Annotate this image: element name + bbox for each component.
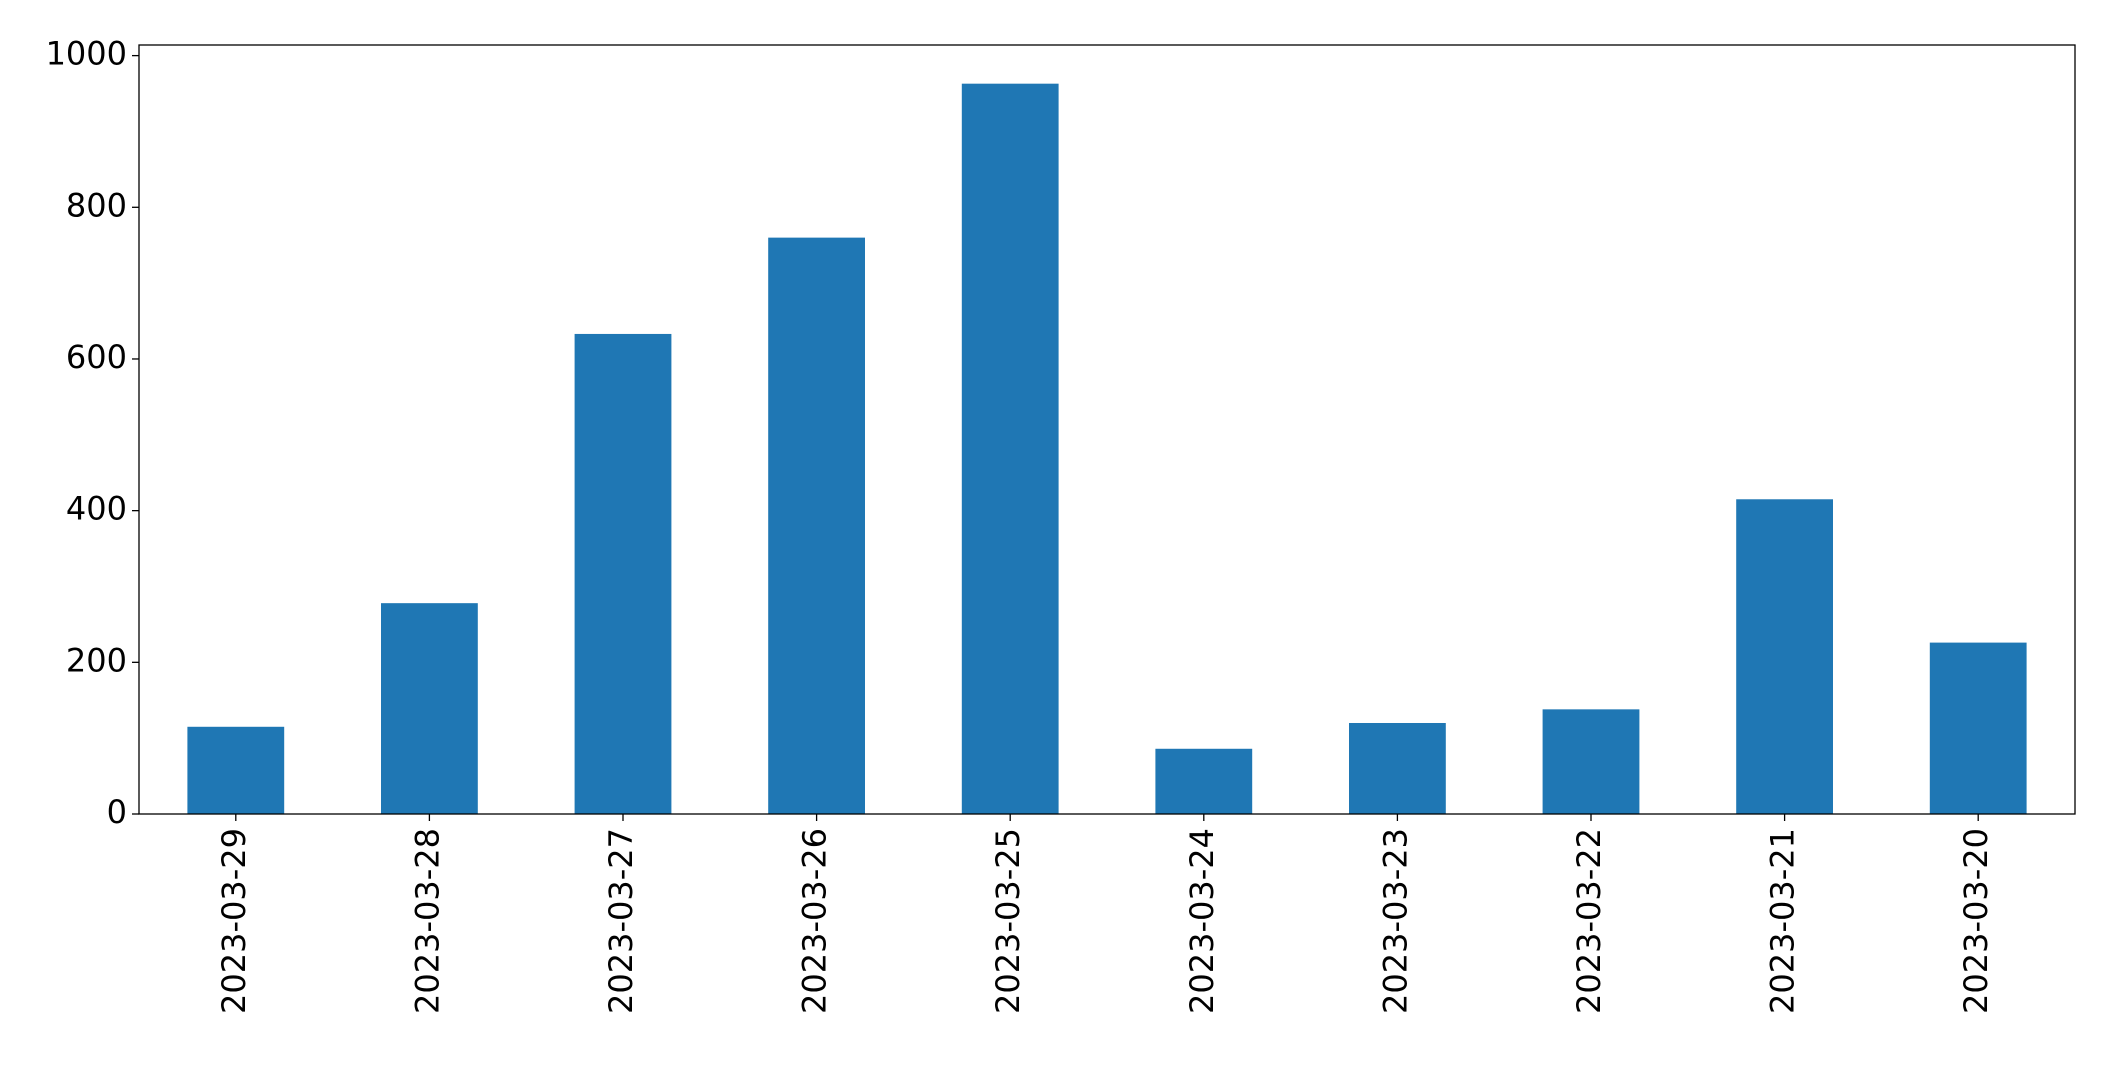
y-tick-label: 600 — [66, 338, 127, 376]
y-tick-label: 0 — [107, 793, 127, 831]
x-tick-label: 2023-03-24 — [1183, 828, 1221, 1014]
bar — [1155, 748, 1253, 814]
bar — [574, 333, 672, 814]
x-tick-label: 2023-03-27 — [602, 828, 640, 1014]
x-tick-label: 2023-03-23 — [1376, 828, 1414, 1014]
bar — [187, 726, 285, 814]
plot-frame — [138, 44, 2076, 815]
x-tick-label: 2023-03-26 — [796, 828, 834, 1014]
y-tick-label: 200 — [66, 641, 127, 679]
bar — [961, 83, 1059, 815]
y-tick-label: 800 — [66, 186, 127, 224]
y-tick-label: 400 — [66, 490, 127, 528]
x-tick-label: 2023-03-29 — [215, 828, 253, 1014]
bar — [381, 603, 478, 814]
x-tick-label: 2023-03-25 — [989, 828, 1027, 1014]
x-tick-label: 2023-03-21 — [1764, 828, 1802, 1014]
x-tick-label: 2023-03-20 — [1957, 828, 1995, 1014]
bar — [1929, 642, 2027, 814]
y-tick-label: 1000 — [46, 35, 127, 73]
bar — [768, 237, 865, 814]
bar — [1736, 499, 1833, 814]
bar — [1349, 722, 1446, 814]
x-tick-label: 2023-03-28 — [408, 828, 446, 1014]
x-tick-label: 2023-03-22 — [1570, 828, 1608, 1014]
bar — [1542, 709, 1640, 814]
